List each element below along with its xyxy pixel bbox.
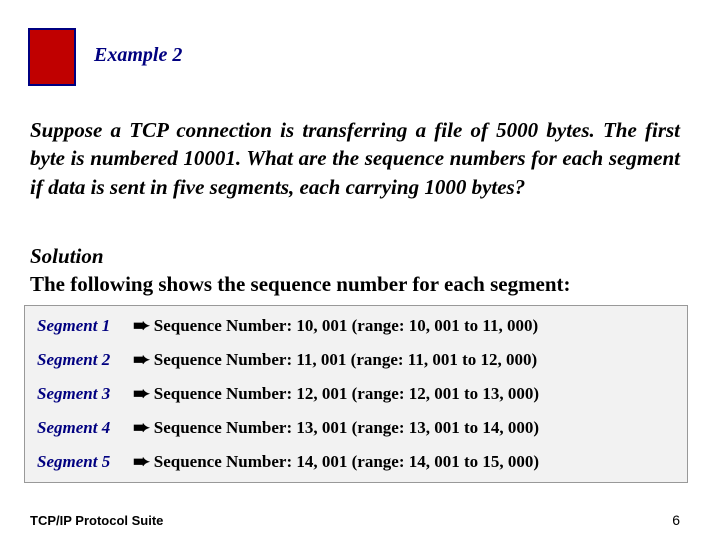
footer-text: TCP/IP Protocol Suite (30, 513, 163, 528)
segment-row: Segment 5 ➨ Sequence Number: 14, 001 (ra… (37, 452, 675, 472)
arrow-icon: ➨ (133, 384, 150, 404)
arrow-icon: ➨ (133, 418, 150, 438)
segment-row: Segment 1 ➨ Sequence Number: 10, 001 (ra… (37, 316, 675, 336)
segment-label: Segment 5 (37, 452, 133, 472)
segment-row: Segment 2 ➨ Sequence Number: 11, 001 (ra… (37, 350, 675, 370)
example-title: Example 2 (94, 44, 182, 67)
sequence-text: Sequence Number: 11, 001 (range: 11, 001… (154, 350, 537, 370)
solution-heading: Solution (30, 244, 104, 269)
sequence-text: Sequence Number: 10, 001 (range: 10, 001… (154, 316, 538, 336)
sequence-text: Sequence Number: 13, 001 (range: 13, 001… (154, 418, 539, 438)
segment-label: Segment 2 (37, 350, 133, 370)
segments-box: Segment 1 ➨ Sequence Number: 10, 001 (ra… (24, 305, 688, 483)
segment-row: Segment 3 ➨ Sequence Number: 12, 001 (ra… (37, 384, 675, 404)
sequence-text: Sequence Number: 14, 001 (range: 14, 001… (154, 452, 539, 472)
segment-label: Segment 4 (37, 418, 133, 438)
segment-row: Segment 4 ➨ Sequence Number: 13, 001 (ra… (37, 418, 675, 438)
problem-statement: Suppose a TCP connection is transferring… (30, 116, 680, 201)
page-number: 6 (672, 512, 680, 528)
arrow-icon: ➨ (133, 350, 150, 370)
solution-intro: The following shows the sequence number … (30, 272, 680, 297)
arrow-icon: ➨ (133, 316, 150, 336)
accent-box (28, 28, 76, 86)
segment-label: Segment 1 (37, 316, 133, 336)
arrow-icon: ➨ (133, 452, 150, 472)
sequence-text: Sequence Number: 12, 001 (range: 12, 001… (154, 384, 539, 404)
segment-label: Segment 3 (37, 384, 133, 404)
